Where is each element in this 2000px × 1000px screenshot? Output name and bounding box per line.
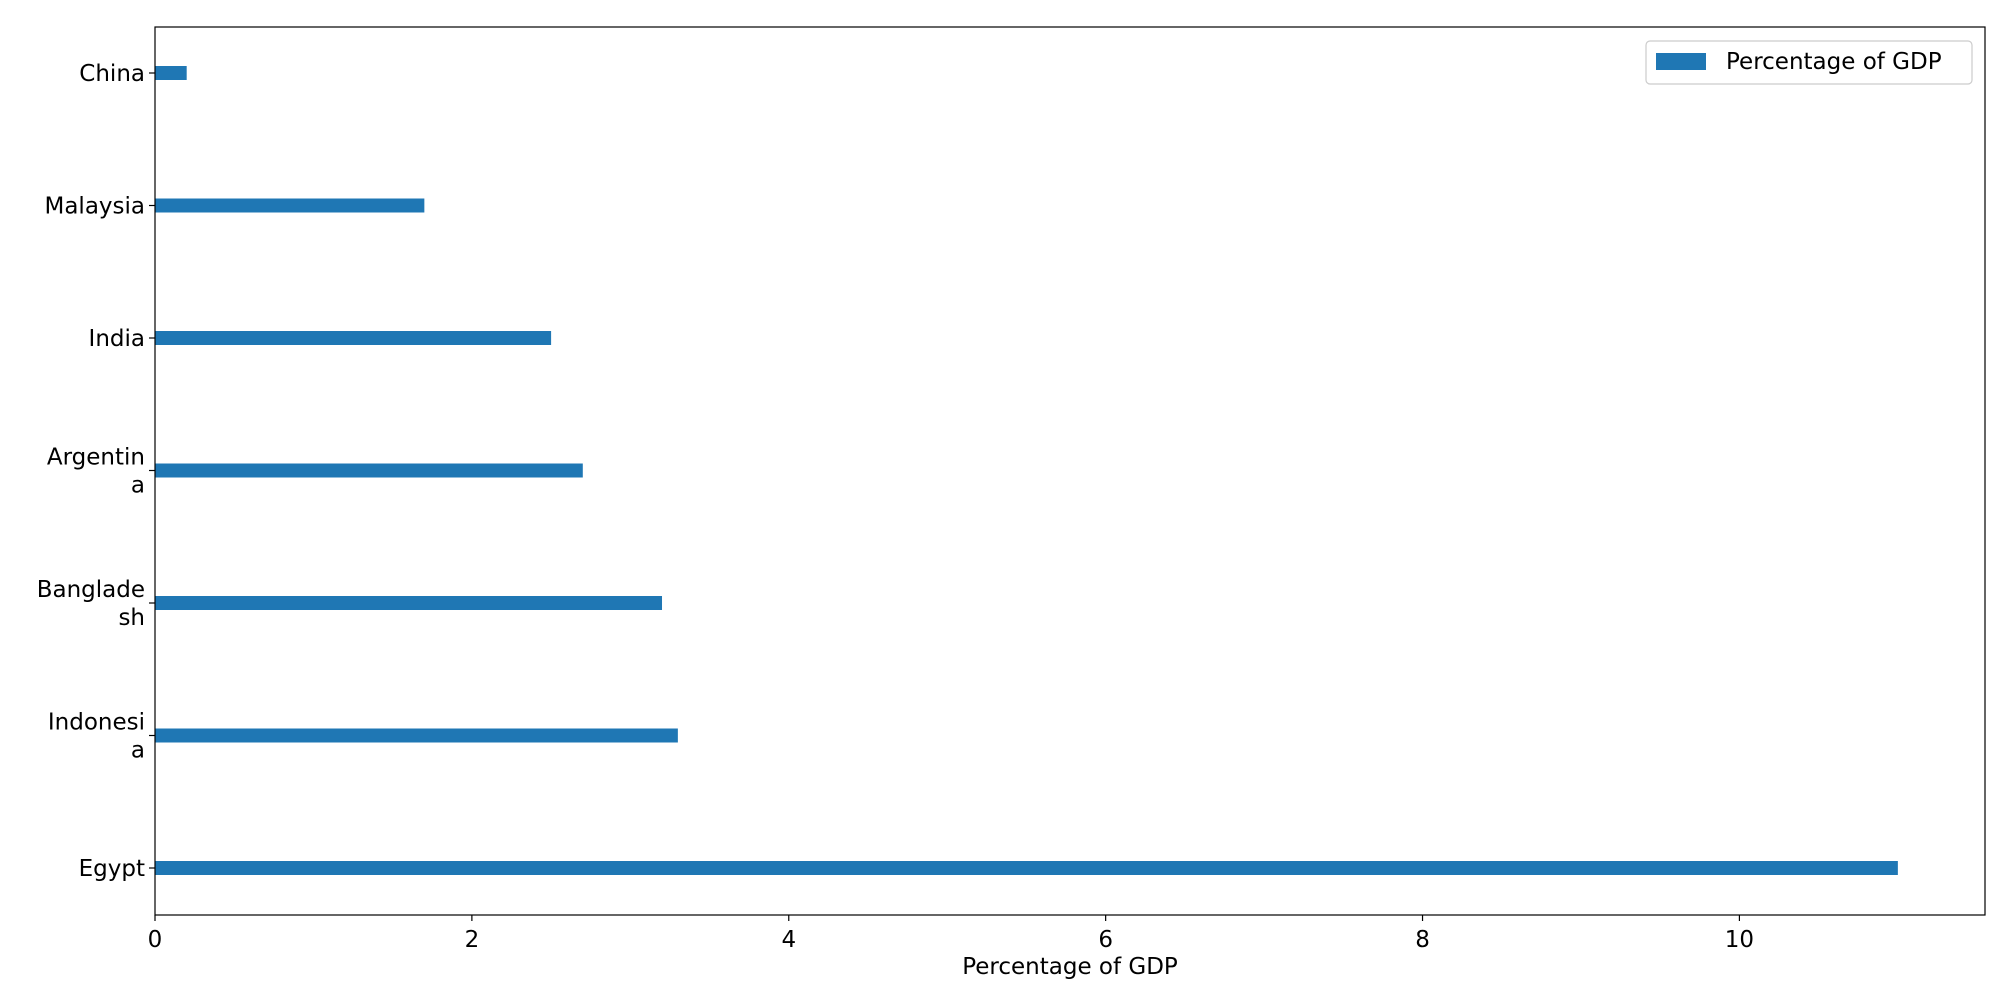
y-axis-ticks: EgyptIndonesiaBangladeshArgentinaIndiaMa… <box>37 61 155 882</box>
bar-malaysia <box>155 198 425 213</box>
x-axis-label: Percentage of GDP <box>962 954 1178 980</box>
bar-bangladesh <box>155 596 663 610</box>
x-tick-label: 6 <box>1098 927 1113 953</box>
legend-label: Percentage of GDP <box>1726 49 1942 75</box>
y-tick-label: Indonesi <box>48 710 145 736</box>
bar-indonesia <box>155 728 678 743</box>
legend: Percentage of GDP <box>1645 40 1973 85</box>
x-tick-label: 2 <box>465 927 480 953</box>
y-tick-label: sh <box>118 605 145 631</box>
x-tick-label: 4 <box>781 927 796 953</box>
bar-egypt <box>155 861 1898 875</box>
y-tick-label: India <box>89 326 145 352</box>
bar-argentina <box>155 463 583 478</box>
y-tick-label: a <box>131 738 145 764</box>
x-tick-label: 0 <box>148 927 163 953</box>
y-tick-label: Argentin <box>47 445 145 471</box>
y-tick-label: Egypt <box>79 856 145 882</box>
legend-box <box>1645 40 1973 85</box>
x-axis-ticks: 0 2 4 6 8 10 <box>148 915 1754 953</box>
y-tick-label: a <box>131 473 145 499</box>
bar-india <box>155 331 552 345</box>
plot-frame <box>154 26 1986 916</box>
bars-group <box>155 66 1898 875</box>
y-tick-label: Malaysia <box>44 194 145 220</box>
bar-china <box>155 66 187 80</box>
y-tick-label: Banglade <box>37 577 145 603</box>
legend-swatch <box>1656 53 1706 70</box>
y-tick-label: China <box>79 61 145 87</box>
x-tick-label: 8 <box>1415 927 1430 953</box>
x-tick-label: 10 <box>1725 927 1754 953</box>
